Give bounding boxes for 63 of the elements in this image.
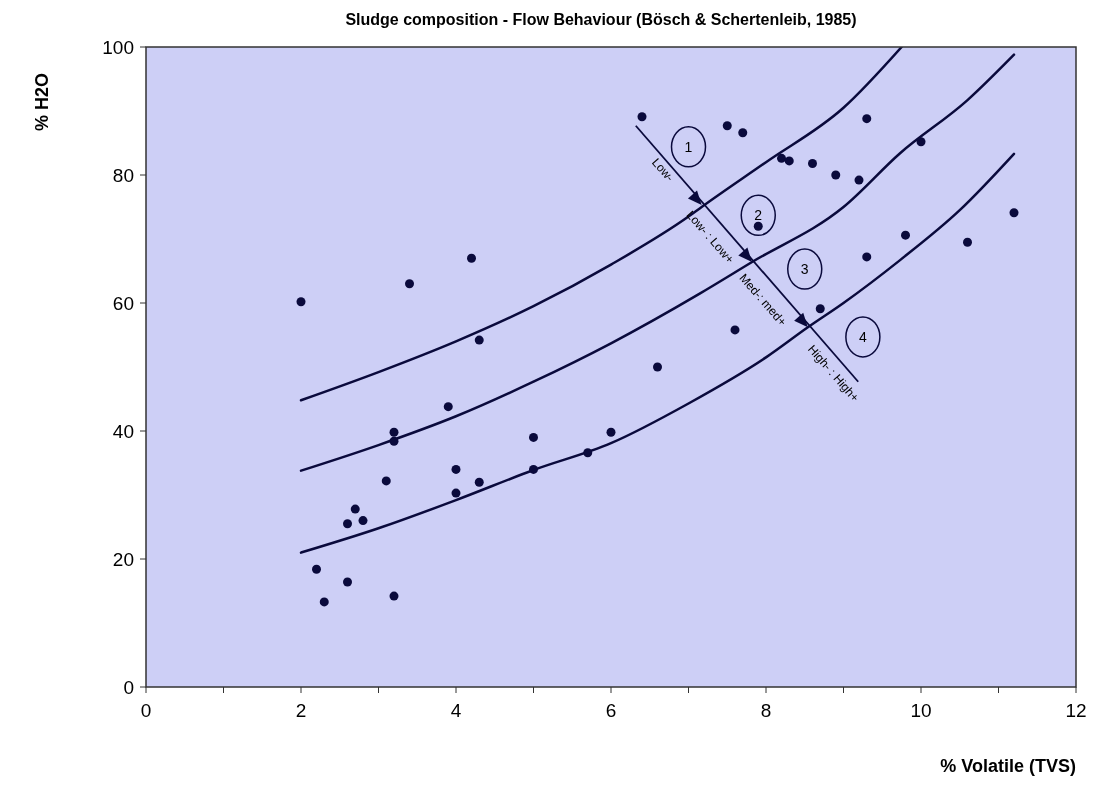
- point: [389, 436, 399, 446]
- point: [358, 516, 368, 526]
- point: [831, 170, 841, 180]
- point: [312, 564, 321, 574]
- point: [343, 519, 352, 529]
- x-tick-label: 10: [910, 700, 932, 721]
- point: [637, 112, 647, 122]
- point: [784, 156, 794, 166]
- point: [319, 597, 329, 607]
- y-tick-label: 20: [112, 548, 134, 570]
- x-tick-label: 2: [295, 700, 307, 721]
- y-tick-label: 0: [123, 676, 134, 698]
- x-axis-title: % Volatile (TVS): [940, 756, 1076, 776]
- point: [381, 476, 391, 486]
- point: [753, 221, 763, 231]
- x-tick-label: 0: [140, 700, 152, 721]
- y-tick-label: 100: [102, 36, 134, 58]
- point: [1009, 208, 1019, 218]
- y-axis-title: % H2O: [32, 72, 52, 132]
- annotation: 1: [684, 138, 693, 155]
- line-series: [299, 47, 903, 402]
- point: [862, 114, 872, 124]
- point: [777, 153, 786, 163]
- point: [405, 279, 414, 289]
- point: [474, 477, 484, 487]
- point: [474, 335, 484, 345]
- y-tick-label: 40: [112, 420, 134, 442]
- line-series: [299, 53, 1016, 472]
- x-tick-label: 4: [450, 700, 462, 721]
- x-tick-label: 8: [760, 700, 772, 721]
- point: [529, 464, 538, 474]
- point: [963, 237, 972, 247]
- line-series: [299, 152, 1016, 554]
- point: [451, 488, 461, 498]
- x-tick-label: 12: [1065, 700, 1087, 721]
- point: [389, 427, 399, 437]
- point: [443, 402, 453, 412]
- point: [583, 448, 593, 458]
- point: [722, 121, 732, 131]
- chart-title: Sludge composition - Flow Behaviour (Bösch & Schertenleib, 1985): [345, 11, 857, 28]
- y-tick-label: 80: [112, 164, 134, 186]
- point: [451, 464, 461, 474]
- point: [529, 432, 538, 442]
- point: [350, 504, 360, 514]
- y-tick-label: 60: [112, 292, 134, 314]
- point: [606, 427, 616, 437]
- point: [343, 577, 352, 587]
- point: [653, 362, 662, 372]
- x-tick-label: 6: [605, 700, 617, 721]
- point: [901, 230, 910, 240]
- annotation: 3: [800, 261, 809, 278]
- point: [730, 325, 740, 335]
- point: [916, 137, 926, 147]
- annotation: 4: [858, 328, 867, 345]
- point: [389, 591, 399, 601]
- point: [467, 253, 476, 263]
- point: [296, 297, 306, 307]
- annotation: 2: [754, 207, 763, 224]
- point: [862, 252, 872, 262]
- point: [815, 304, 825, 314]
- point: [854, 175, 864, 185]
- point: [808, 158, 817, 168]
- point: [738, 128, 748, 138]
